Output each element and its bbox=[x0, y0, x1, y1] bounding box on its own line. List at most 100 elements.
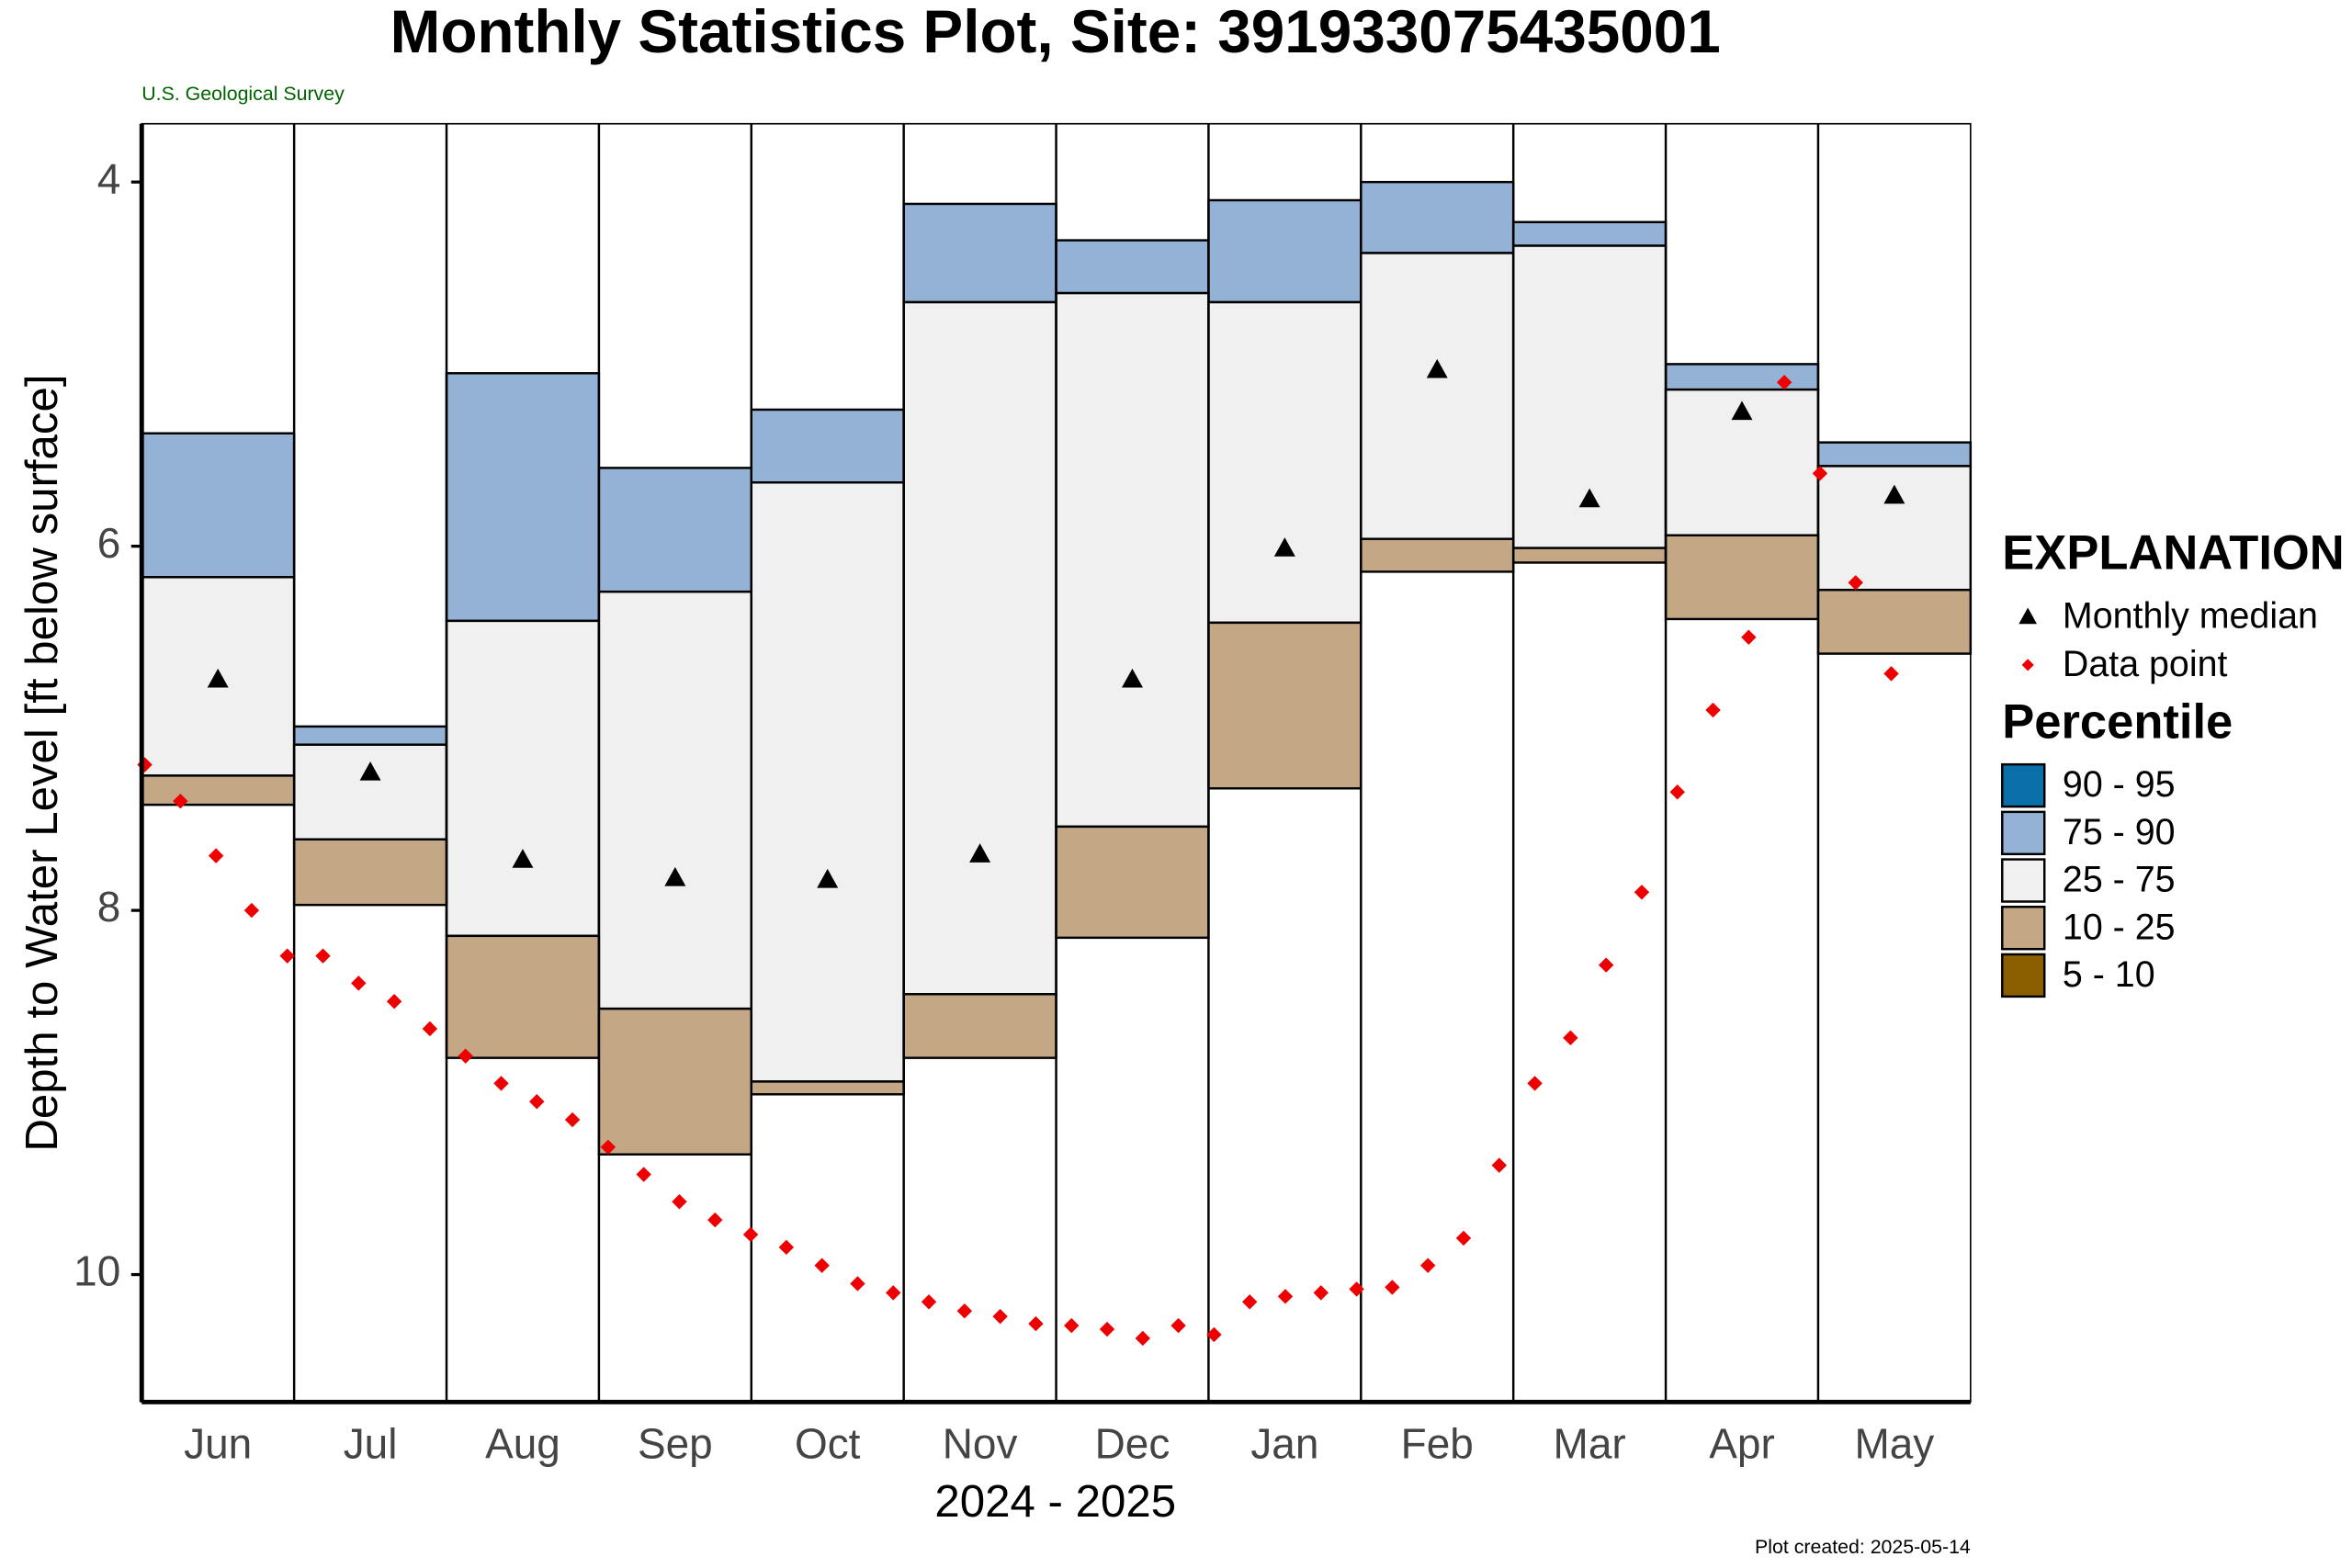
x-tick-label: Jul bbox=[344, 1420, 398, 1468]
percentile-box bbox=[1360, 180, 1515, 254]
x-tick-label: Jan bbox=[1250, 1420, 1318, 1468]
x-tick-label: Feb bbox=[1401, 1420, 1474, 1468]
x-tick-label: Oct bbox=[795, 1420, 861, 1468]
x-tick-label: Nov bbox=[943, 1420, 1018, 1468]
x-tick-label: May bbox=[1854, 1420, 1934, 1468]
legend-swatch bbox=[2001, 906, 2046, 951]
data-point bbox=[1741, 629, 1757, 645]
legend-label: 10 - 25 bbox=[2063, 907, 2176, 947]
percentile-box bbox=[597, 1007, 753, 1156]
percentile-box bbox=[597, 467, 753, 593]
data-point bbox=[1598, 957, 1614, 973]
data-point bbox=[458, 1048, 473, 1064]
data-point bbox=[814, 1258, 830, 1273]
data-point bbox=[742, 1226, 759, 1243]
median-marker bbox=[1578, 488, 1600, 508]
median-marker bbox=[969, 843, 991, 863]
data-point bbox=[529, 1094, 545, 1110]
legend-label: 5 - 10 bbox=[2063, 954, 2155, 995]
percentile-box bbox=[1207, 198, 1363, 304]
legend-label: 75 - 90 bbox=[2063, 812, 2176, 852]
percentile-box bbox=[1511, 220, 1668, 247]
data-point bbox=[279, 948, 295, 964]
y-tick-label: 10 bbox=[74, 1247, 120, 1295]
percentile-box bbox=[141, 432, 296, 579]
legend-title: EXPLANATION bbox=[2002, 526, 2344, 581]
percentile-box bbox=[1360, 252, 1515, 540]
legend-label: Data point bbox=[2063, 644, 2228, 684]
percentile-title: Percentile bbox=[2002, 694, 2233, 749]
percentile-box bbox=[1511, 244, 1668, 549]
data-point bbox=[315, 948, 331, 964]
data-point bbox=[992, 1308, 1008, 1325]
percentile-box bbox=[902, 300, 1057, 996]
y-tick-label: 6 bbox=[97, 519, 121, 567]
median-marker bbox=[1883, 484, 1905, 504]
median-marker bbox=[817, 868, 839, 888]
legend-swatch bbox=[2001, 762, 2046, 808]
median-marker bbox=[1731, 400, 1753, 421]
data-point bbox=[1099, 1321, 1115, 1337]
data-point bbox=[1669, 784, 1685, 800]
x-tick-label: Jun bbox=[184, 1420, 252, 1468]
percentile-box bbox=[292, 725, 448, 746]
x-axis-label: 2024 - 2025 bbox=[934, 1476, 1176, 1527]
median-marker bbox=[207, 668, 229, 688]
percentile-box bbox=[750, 481, 905, 1083]
percentile-box bbox=[1664, 534, 1820, 621]
x-tick-label: Apr bbox=[1709, 1420, 1775, 1468]
legend-swatch bbox=[2001, 953, 2046, 998]
percentile-box bbox=[445, 619, 601, 938]
data-point bbox=[1705, 702, 1721, 718]
y-tick-label: 4 bbox=[97, 154, 121, 202]
percentile-box bbox=[750, 1080, 905, 1096]
data-point bbox=[600, 1139, 616, 1156]
data-point bbox=[208, 848, 224, 863]
percentile-box bbox=[597, 590, 753, 1010]
x-tick-label: Aug bbox=[485, 1420, 560, 1468]
median-marker bbox=[1121, 668, 1143, 688]
legend-swatch bbox=[2001, 810, 2046, 856]
percentile-box bbox=[1816, 441, 1973, 468]
data-point bbox=[1776, 375, 1792, 390]
y-tick-label: 8 bbox=[97, 883, 121, 931]
data-point bbox=[173, 793, 188, 809]
footnote: Plot created: 2025-05-14 bbox=[1755, 1536, 1971, 1558]
legend-label: Monthly median bbox=[2063, 595, 2318, 636]
percentile-box bbox=[1055, 825, 1210, 940]
legend-label: 90 - 95 bbox=[2063, 764, 2176, 805]
x-tick-label: Mar bbox=[1554, 1420, 1626, 1468]
subtitle: U.S. Geological Survey bbox=[141, 83, 345, 105]
percentile-box bbox=[1207, 300, 1363, 625]
data-point bbox=[1349, 1281, 1364, 1297]
percentile-box bbox=[902, 202, 1057, 304]
data-point bbox=[1848, 575, 1863, 591]
y-axis-label: Depth to Water Level [ft below surface] bbox=[17, 374, 67, 1151]
percentile-box bbox=[292, 743, 448, 841]
percentile-box bbox=[292, 838, 448, 907]
percentile-box bbox=[1511, 547, 1668, 564]
median-marker bbox=[664, 866, 686, 886]
median-marker bbox=[359, 761, 381, 781]
median-marker bbox=[1426, 358, 1448, 378]
x-tick-label: Dec bbox=[1095, 1420, 1170, 1468]
percentile-box bbox=[445, 372, 601, 623]
data-point bbox=[886, 1285, 901, 1301]
data-point bbox=[1634, 885, 1650, 900]
percentile-box bbox=[1360, 537, 1515, 573]
percentile-box bbox=[1664, 363, 1820, 391]
percentile-box bbox=[750, 408, 905, 484]
percentile-box bbox=[1055, 239, 1210, 295]
percentile-box bbox=[1055, 291, 1210, 829]
legend-swatch bbox=[2001, 858, 2046, 903]
percentile-box bbox=[1816, 588, 1973, 655]
median-marker bbox=[512, 849, 534, 868]
percentile-box bbox=[1816, 465, 1973, 592]
percentile-box bbox=[1207, 621, 1363, 790]
percentile-box bbox=[141, 774, 296, 807]
legend-point-marker bbox=[2021, 659, 2034, 671]
median-marker bbox=[1273, 537, 1295, 557]
legend-label: 25 - 75 bbox=[2063, 860, 2176, 900]
